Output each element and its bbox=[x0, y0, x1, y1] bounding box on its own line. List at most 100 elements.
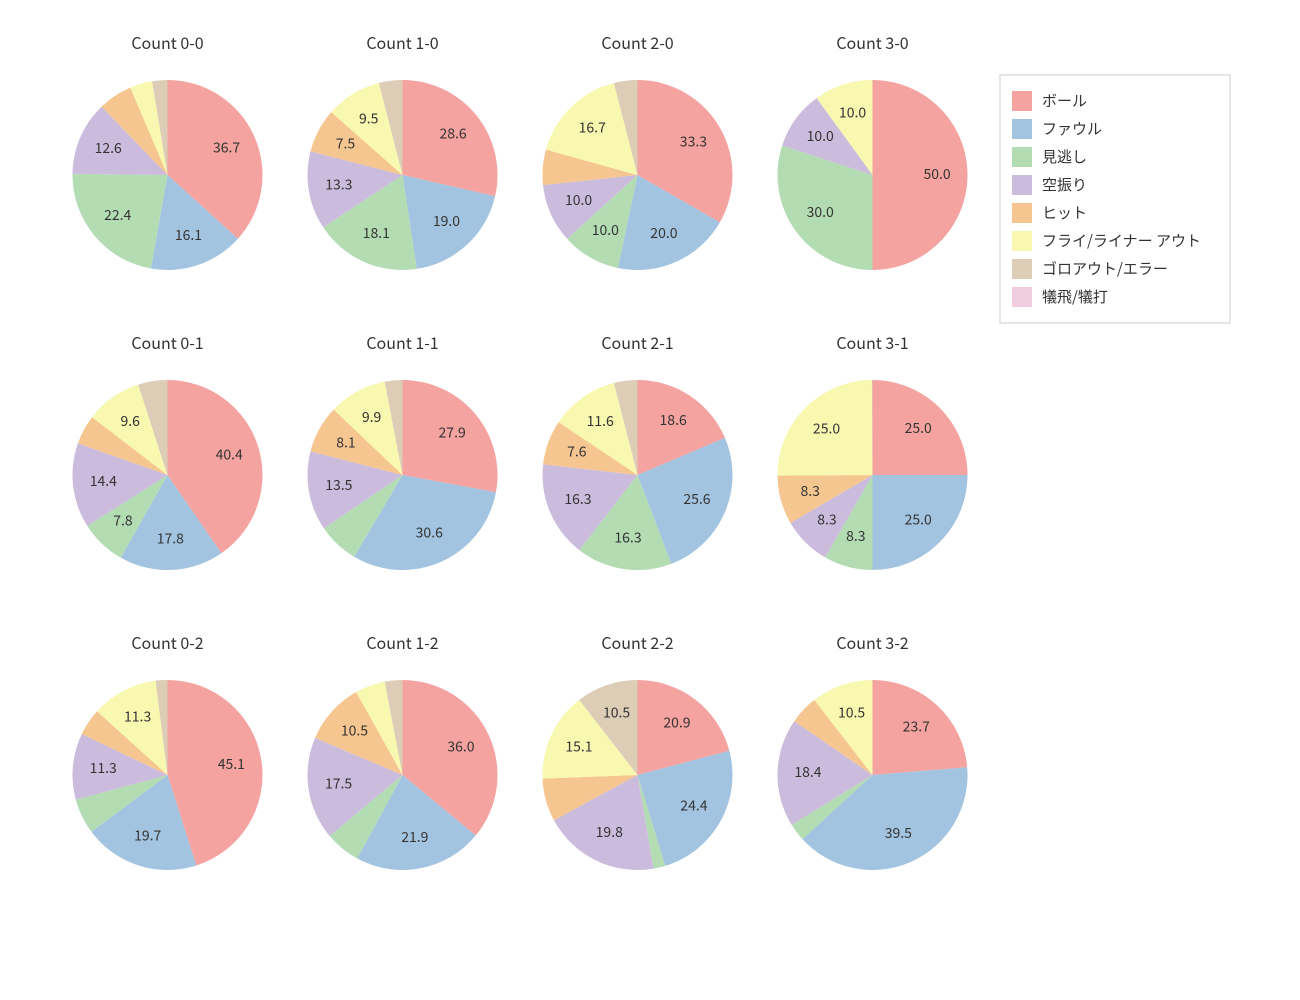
pie-chart: Count 3-2 23.7 39.5 18.4 10.5 bbox=[778, 630, 968, 870]
pie-slice-label: 11.6 bbox=[587, 411, 614, 431]
pie-slice-label: 12.6 bbox=[95, 138, 122, 158]
legend-swatch bbox=[1012, 175, 1032, 195]
pie-slice-label: 36.7 bbox=[213, 138, 240, 158]
pie-slice-label: 19.8 bbox=[596, 822, 623, 842]
pie-slice-label: 25.0 bbox=[905, 509, 932, 529]
pie-slice-label: 9.9 bbox=[362, 407, 382, 427]
pie-title: Count 1-0 bbox=[366, 30, 438, 54]
pie-slice-label: 22.4 bbox=[104, 205, 131, 225]
pie-slice-label: 17.5 bbox=[325, 773, 352, 793]
legend-label: 見逃し bbox=[1042, 146, 1087, 167]
pie-title: Count 3-1 bbox=[836, 330, 908, 354]
pie-chart: Count 1-1 27.9 30.6 13.5 8.1 9.9 bbox=[307, 330, 497, 570]
legend-swatch bbox=[1012, 203, 1032, 223]
pie-slice-label: 7.5 bbox=[336, 134, 356, 154]
pie-chart: Count 0-0 36.7 16.1 22.4 12.6 bbox=[72, 30, 262, 270]
pie-slice-label: 9.6 bbox=[120, 411, 140, 431]
pie-title: Count 3-0 bbox=[836, 30, 908, 54]
pie-grid-svg: Count 0-0 36.7 16.1 22.4 12.6 Count 1-0 28.6 19… bbox=[0, 0, 1300, 1000]
pie-chart: Count 2-2 20.9 24.4 19.8 15.1 10.5 bbox=[543, 630, 733, 870]
pie-slice-label: 30.0 bbox=[807, 202, 834, 222]
pie-slice-label: 18.4 bbox=[794, 762, 821, 782]
pie-slice-label: 13.3 bbox=[325, 175, 352, 195]
pie-slice-label: 13.5 bbox=[325, 475, 352, 495]
legend-label: フライ/ライナー アウト bbox=[1042, 230, 1201, 251]
pie-slice-label: 8.3 bbox=[846, 526, 865, 546]
pie-slice-label: 36.0 bbox=[447, 736, 474, 756]
pie-slice-label: 16.3 bbox=[614, 528, 641, 548]
pie-slice-label: 7.6 bbox=[567, 442, 587, 462]
pie-slice-label: 50.0 bbox=[923, 164, 950, 184]
pie-slice-label: 10.5 bbox=[838, 703, 865, 723]
legend-label: 犠飛/犠打 bbox=[1042, 286, 1108, 307]
legend-swatch bbox=[1012, 147, 1032, 167]
pie-slice-label: 24.4 bbox=[680, 795, 707, 815]
pie-title: Count 0-2 bbox=[131, 630, 203, 654]
pie-slice-label: 18.6 bbox=[660, 410, 687, 430]
pie-title: Count 2-0 bbox=[601, 30, 673, 54]
pie-slice-label: 10.0 bbox=[807, 126, 834, 146]
pie-chart: Count 0-2 45.1 19.7 11.3 11.3 bbox=[73, 630, 263, 870]
pie-slice-label: 8.3 bbox=[817, 510, 836, 530]
legend: ボールファウル見逃し空振りヒットフライ/ライナー アウトゴロアウト/エラー犠飛/… bbox=[1000, 75, 1230, 323]
pie-slice-label: 23.7 bbox=[903, 716, 930, 736]
legend-label: ボール bbox=[1042, 90, 1087, 111]
pie-slice-label: 45.1 bbox=[218, 754, 245, 774]
pie-slice-label: 25.6 bbox=[683, 489, 710, 509]
legend-swatch bbox=[1012, 287, 1032, 307]
pie-title: Count 0-1 bbox=[131, 330, 203, 354]
pie-title: Count 0-0 bbox=[131, 30, 203, 54]
pie-slice-label: 21.9 bbox=[401, 827, 428, 847]
pie-slice-label: 8.3 bbox=[800, 481, 819, 501]
pie-slice-label: 30.6 bbox=[416, 523, 443, 543]
pie-slice-label: 39.5 bbox=[885, 823, 912, 843]
pie-chart: Count 1-0 28.6 19.0 18.1 13.3 7.59.5 bbox=[308, 30, 498, 270]
pie-slice-label: 7.8 bbox=[113, 511, 133, 531]
legend-swatch bbox=[1012, 259, 1032, 279]
pie-slice-label: 27.9 bbox=[439, 422, 466, 442]
pie-chart: Count 3-0 50.0 30.0 10.010.0 bbox=[778, 30, 968, 270]
pie-slice-label: 40.4 bbox=[216, 445, 243, 465]
pie-title: Count 1-1 bbox=[366, 330, 438, 354]
pie-slice-label: 25.0 bbox=[813, 418, 840, 438]
legend-frame bbox=[1000, 75, 1230, 323]
pie-slice-label: 19.0 bbox=[433, 211, 460, 231]
legend-swatch bbox=[1012, 119, 1032, 139]
pie-title: Count 2-2 bbox=[601, 630, 673, 654]
legend-swatch bbox=[1012, 231, 1032, 251]
chart-grid: { "canvas": { "width": 1300, "height": 1… bbox=[0, 0, 1300, 1000]
pie-slice-label: 16.1 bbox=[175, 225, 202, 245]
pie-title: Count 1-2 bbox=[366, 630, 438, 654]
pie-slice-label: 28.6 bbox=[439, 124, 466, 144]
pie-slice-label: 16.3 bbox=[564, 489, 591, 509]
pie-slice-label: 10.0 bbox=[839, 102, 866, 122]
pie-slice-label: 16.7 bbox=[579, 118, 606, 138]
pie-slice-label: 15.1 bbox=[565, 736, 592, 756]
pie-slice bbox=[873, 80, 968, 270]
legend-label: ヒット bbox=[1042, 202, 1087, 223]
pie-slice-label: 8.1 bbox=[336, 432, 355, 452]
legend-swatch bbox=[1012, 91, 1032, 111]
pie-slice-label: 10.5 bbox=[603, 703, 630, 723]
pie-slice-label: 10.0 bbox=[592, 220, 619, 240]
pie-slice-label: 20.0 bbox=[650, 223, 677, 243]
pie-chart: Count 2-1 18.6 25.6 16.3 16.3 7.611.6 bbox=[543, 330, 733, 570]
legend-label: ゴロアウト/エラー bbox=[1042, 258, 1168, 279]
pie-chart: Count 2-033.320.010.010.016.7 bbox=[543, 30, 733, 270]
pie-slice-label: 17.8 bbox=[157, 528, 184, 548]
pie-chart: Count 0-140.417.87.814.49.6 bbox=[73, 330, 263, 570]
pie-slice-label: 25.0 bbox=[905, 418, 932, 438]
pie-slice-label: 10.5 bbox=[341, 721, 368, 741]
pie-slice-label: 33.3 bbox=[680, 131, 707, 151]
pie-chart: Count 3-1 25.0 25.0 8.3 8.3 8.3 25.0 bbox=[778, 330, 968, 570]
pie-title: Count 2-1 bbox=[601, 330, 673, 354]
pie-slice-label: 19.7 bbox=[134, 825, 161, 845]
legend-label: ファウル bbox=[1042, 118, 1102, 139]
pie-slice-label: 20.9 bbox=[663, 713, 690, 733]
pie-title: Count 3-2 bbox=[836, 630, 908, 654]
pie-slice-label: 11.3 bbox=[90, 758, 117, 778]
pie-slice-label: 9.5 bbox=[359, 109, 379, 129]
pie-chart: Count 1-2 36.0 21.9 17.5 10.5 bbox=[308, 630, 498, 870]
pie-slice-label: 11.3 bbox=[124, 707, 151, 727]
pie-slice-label: 18.1 bbox=[363, 223, 390, 243]
